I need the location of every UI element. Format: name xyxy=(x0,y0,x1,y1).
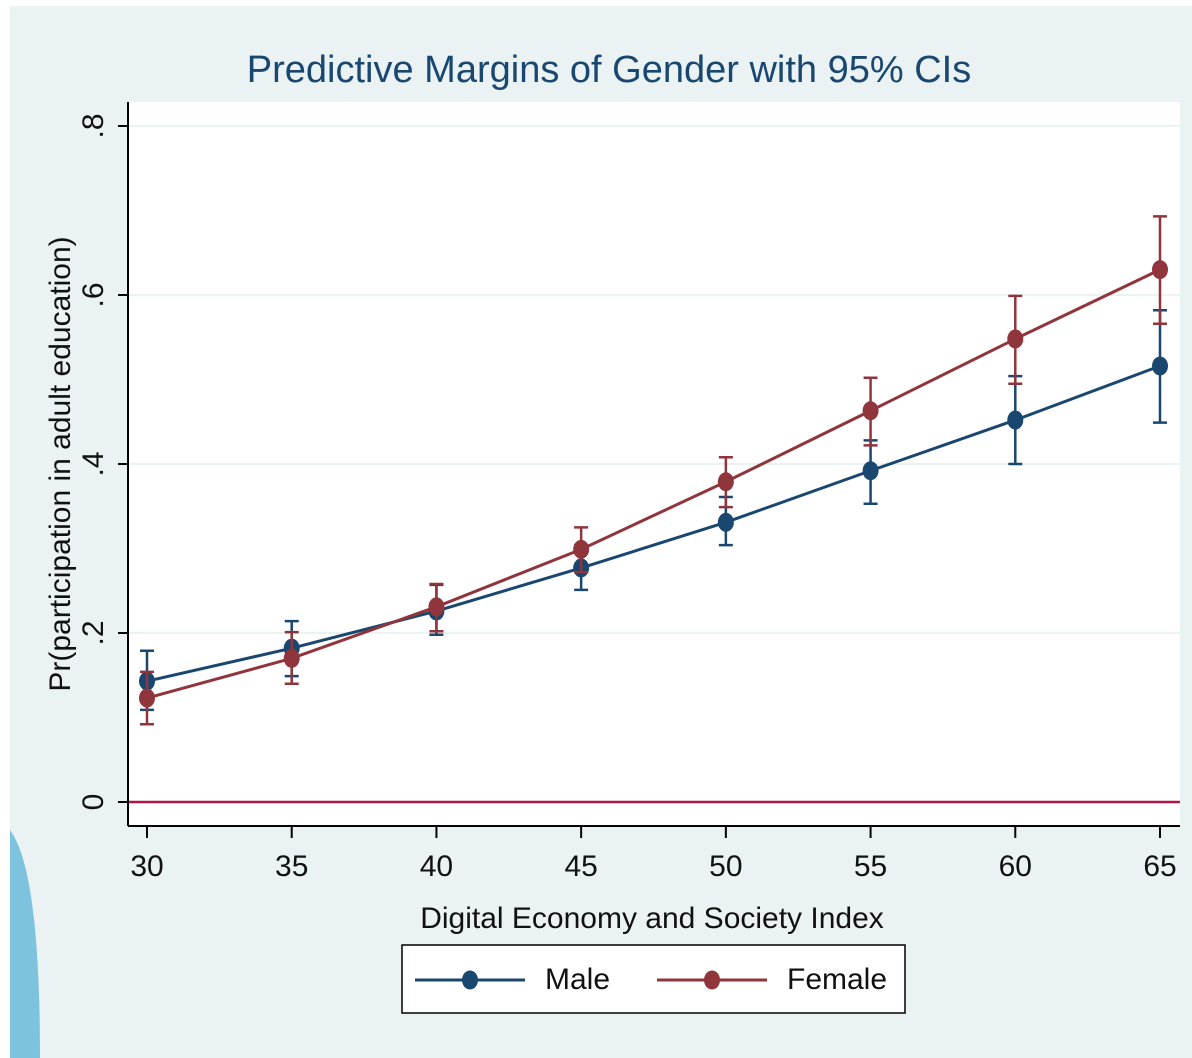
x-tick-label: 35 xyxy=(275,850,308,883)
y-tick-label: .6 xyxy=(77,282,110,307)
marker xyxy=(1007,329,1024,349)
y-tick-label: .2 xyxy=(77,620,110,645)
marker xyxy=(573,539,590,559)
marker xyxy=(717,512,734,532)
legend-marker xyxy=(704,970,720,990)
series-line xyxy=(146,364,1161,683)
marker xyxy=(862,401,879,421)
legend-label: Female xyxy=(787,963,887,996)
series-line xyxy=(146,268,1161,700)
x-tick-label: 30 xyxy=(130,850,163,883)
marker xyxy=(428,597,445,617)
x-tick-label: 60 xyxy=(999,850,1032,883)
y-tick-label: .8 xyxy=(77,113,110,138)
y-tick-label: .4 xyxy=(77,451,110,476)
marker xyxy=(717,472,734,492)
x-axis-label: Digital Economy and Society Index xyxy=(420,902,884,935)
marker xyxy=(139,688,155,708)
legend-marker xyxy=(462,970,478,990)
marker xyxy=(283,648,300,668)
decoration xyxy=(10,830,40,1058)
marker xyxy=(1007,410,1024,430)
legend-label: Male xyxy=(545,963,610,996)
x-tick-label: 45 xyxy=(564,850,597,883)
marker xyxy=(862,461,879,481)
x-tick-label: 40 xyxy=(420,850,453,883)
x-tick-label: 65 xyxy=(1143,850,1176,883)
chart-title: Predictive Margins of Gender with 95% CI… xyxy=(247,49,971,91)
x-tick-label: 55 xyxy=(854,850,887,883)
y-axis-label: Pr(participation in adult education) xyxy=(44,236,77,691)
x-tick-label: 50 xyxy=(709,850,742,883)
marker xyxy=(1152,356,1168,376)
marker xyxy=(1152,260,1168,280)
y-tick-label: 0 xyxy=(77,794,110,811)
